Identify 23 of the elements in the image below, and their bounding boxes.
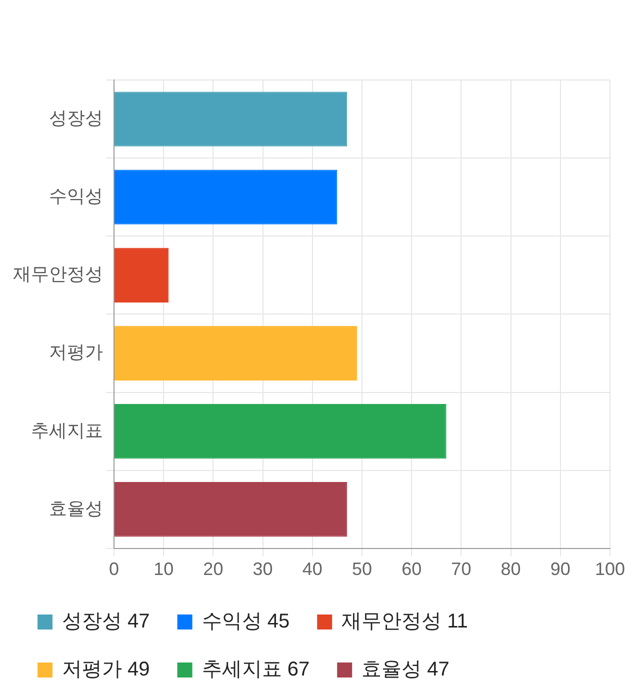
x-tick-label: 70 bbox=[451, 559, 472, 580]
x-tick-label: 90 bbox=[550, 559, 570, 580]
x-tick-label: 10 bbox=[154, 559, 174, 580]
x-tick-label: 80 bbox=[500, 559, 521, 580]
legend-label: 재무안정성 11 bbox=[342, 610, 468, 633]
y-tick-label: 효율성 bbox=[49, 498, 103, 518]
x-tick-label: 50 bbox=[352, 559, 372, 580]
y-tick-label: 재무안정성 bbox=[13, 264, 103, 284]
legend-label: 저평가 49 bbox=[62, 658, 150, 681]
x-tick-label: 0 bbox=[108, 559, 120, 580]
legend-label: 성장성 47 bbox=[62, 610, 150, 633]
y-tick-label: 성장성 bbox=[49, 108, 103, 128]
x-tick-label: 30 bbox=[252, 559, 273, 580]
legend-label: 효율성 47 bbox=[362, 658, 450, 681]
y-tick-label: 저평가 bbox=[49, 342, 103, 362]
legend-label: 수익성 45 bbox=[202, 610, 290, 633]
legend-label: 추세지표 67 bbox=[202, 658, 310, 681]
x-tick-label: 100 bbox=[594, 559, 626, 580]
y-tick-label: 수익성 bbox=[49, 186, 103, 206]
x-tick-label: 20 bbox=[203, 559, 224, 580]
x-tick-label: 60 bbox=[402, 559, 422, 580]
y-tick-label: 추세지표 bbox=[31, 420, 103, 440]
x-tick-label: 40 bbox=[302, 559, 322, 580]
